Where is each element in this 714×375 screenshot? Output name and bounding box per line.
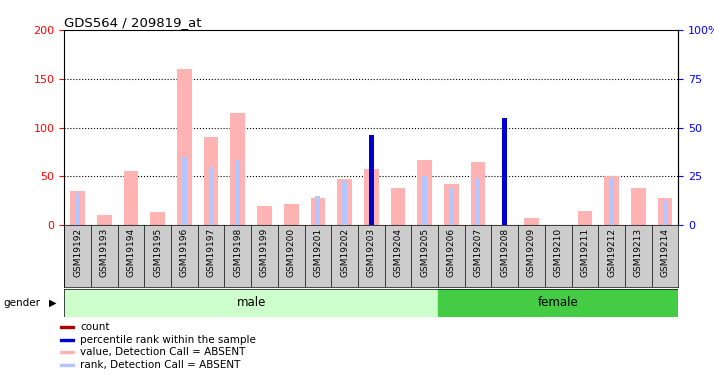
Bar: [369, 181, 373, 225]
Bar: [631, 188, 645, 225]
Bar: [182, 157, 187, 225]
Text: GSM19201: GSM19201: [313, 228, 323, 277]
Bar: [609, 178, 614, 225]
Text: percentile rank within the sample: percentile rank within the sample: [81, 334, 256, 345]
Bar: [342, 181, 347, 225]
Text: male: male: [236, 296, 266, 309]
Text: GSM19205: GSM19205: [420, 228, 429, 277]
Bar: [60, 326, 74, 328]
Bar: [97, 215, 111, 225]
Bar: [369, 170, 373, 225]
Text: ▶: ▶: [49, 298, 56, 308]
Text: count: count: [81, 322, 110, 332]
Text: GSM19212: GSM19212: [607, 228, 616, 277]
Bar: [476, 178, 481, 225]
Text: GSM19199: GSM19199: [260, 228, 269, 278]
Bar: [364, 170, 378, 225]
Bar: [70, 191, 85, 225]
Bar: [208, 166, 213, 225]
Bar: [60, 364, 74, 366]
Text: GSM19208: GSM19208: [501, 228, 509, 277]
Bar: [524, 218, 539, 225]
Text: GSM19196: GSM19196: [180, 228, 189, 278]
Bar: [503, 118, 507, 225]
Bar: [369, 135, 373, 225]
Text: GSM19210: GSM19210: [553, 228, 563, 277]
Bar: [578, 211, 592, 225]
Bar: [60, 351, 74, 353]
Bar: [604, 176, 619, 225]
Text: value, Detection Call = ABSENT: value, Detection Call = ABSENT: [81, 347, 246, 357]
Bar: [284, 204, 298, 225]
Bar: [417, 160, 432, 225]
Bar: [203, 137, 218, 225]
Bar: [422, 176, 427, 225]
Bar: [236, 160, 240, 225]
Bar: [438, 289, 678, 317]
Bar: [503, 132, 507, 225]
Text: GSM19194: GSM19194: [126, 228, 136, 277]
Text: GSM19213: GSM19213: [634, 228, 643, 277]
Bar: [231, 113, 245, 225]
Bar: [60, 339, 74, 340]
Bar: [337, 179, 352, 225]
Bar: [316, 196, 321, 225]
Text: GSM19207: GSM19207: [473, 228, 483, 277]
Bar: [151, 212, 165, 225]
Bar: [75, 193, 80, 225]
Bar: [64, 289, 438, 317]
Text: GSM19192: GSM19192: [73, 228, 82, 277]
Bar: [257, 206, 272, 225]
Bar: [124, 171, 139, 225]
Bar: [311, 198, 325, 225]
Text: GDS564 / 209819_at: GDS564 / 209819_at: [64, 16, 202, 29]
Bar: [177, 69, 192, 225]
Bar: [471, 162, 486, 225]
Text: GSM19195: GSM19195: [154, 228, 162, 278]
Bar: [449, 188, 454, 225]
Text: GSM19211: GSM19211: [580, 228, 589, 277]
Text: GSM19214: GSM19214: [660, 228, 670, 277]
Text: female: female: [538, 296, 578, 309]
Text: GSM19200: GSM19200: [287, 228, 296, 277]
Bar: [663, 200, 668, 225]
Text: GSM19193: GSM19193: [100, 228, 109, 278]
Text: rank, Detection Call = ABSENT: rank, Detection Call = ABSENT: [81, 360, 241, 370]
Bar: [391, 188, 406, 225]
Text: GSM19197: GSM19197: [206, 228, 216, 278]
Text: gender: gender: [4, 298, 41, 308]
Text: GSM19206: GSM19206: [447, 228, 456, 277]
Bar: [658, 198, 673, 225]
Bar: [444, 184, 458, 225]
Text: GSM19204: GSM19204: [393, 228, 403, 277]
Text: GSM19202: GSM19202: [340, 228, 349, 277]
Text: GSM19209: GSM19209: [527, 228, 536, 277]
Text: GSM19203: GSM19203: [367, 228, 376, 277]
Text: GSM19198: GSM19198: [233, 228, 242, 278]
